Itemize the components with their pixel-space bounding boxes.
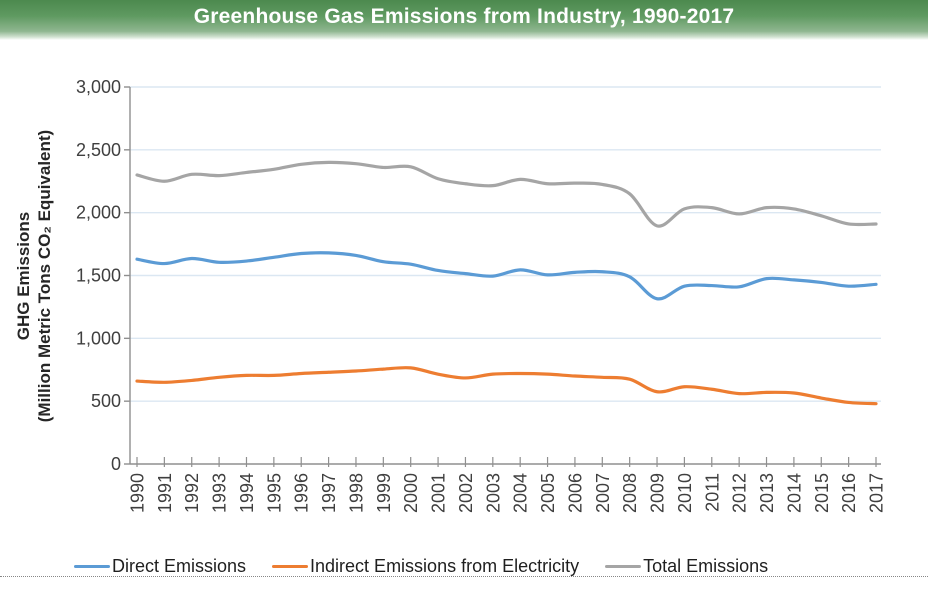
y-tick-label: 1,000: [76, 328, 121, 348]
y-axis-ticks: 0 500 1,000 1,500 2,000 2,500 3,000: [76, 77, 130, 474]
x-tick-label: 1996: [292, 473, 312, 513]
legend-label-indirect-emissions-from-electricity: Indirect Emissions from Electricity: [310, 555, 580, 576]
x-tick-label: 2012: [730, 473, 750, 513]
legend-swatch-total-emissions: [605, 564, 642, 568]
legend-item-indirect-emissions-from-electricity: Indirect Emissions from Electricity: [272, 556, 579, 577]
x-tick-label: 2007: [593, 473, 613, 513]
y-tick-label: 2,500: [76, 140, 121, 160]
x-tick-label: 1993: [210, 473, 230, 513]
x-tick-label: 2008: [620, 473, 640, 513]
series-line-total-emissions: [135, 160, 878, 228]
x-tick-label: 1999: [374, 473, 394, 513]
series-line-direct-emissions: [135, 251, 878, 301]
x-tick-label: 2011: [702, 473, 722, 512]
legend-label-total-emissions: Total Emissions: [643, 555, 769, 576]
x-tick-label: 1994: [237, 473, 257, 513]
x-tick-label: 2017: [867, 473, 887, 513]
y-axis-title: GHG Emissions (Million Metric Tons CO₂ E…: [11, 61, 57, 491]
x-tick-label: 1995: [264, 473, 284, 513]
x-tick-label: 1997: [319, 473, 339, 513]
x-tick-label: 2010: [675, 473, 695, 513]
x-tick-label: 2000: [401, 473, 421, 513]
legend-swatch-indirect-emissions-from-electricity: [272, 564, 309, 568]
chart-legend: Direct Emissions Indirect Emissions from …: [74, 553, 768, 579]
x-tick-label: 2002: [456, 473, 476, 513]
series-line-indirect-emissions-from-electricity: [135, 366, 878, 406]
y-tick-label: 500: [91, 391, 121, 411]
y-tick-label: 2,000: [76, 203, 121, 223]
legend-item-direct-emissions: Direct Emissions: [74, 556, 246, 577]
x-tick-label: 1991: [155, 473, 175, 513]
chart-title-bar: Greenhouse Gas Emissions from Industry, …: [0, 0, 928, 40]
y-axis-title-line1: GHG Emissions: [14, 211, 33, 341]
x-tick-label: 1990: [128, 473, 148, 513]
x-tick-label: 2003: [483, 473, 503, 513]
y-tick-label: 1,500: [76, 266, 121, 286]
x-tick-label: 1992: [182, 473, 202, 513]
gridlines: [130, 86, 881, 402]
legend-swatch-direct-emissions: [74, 564, 110, 568]
x-tick-label: 2004: [511, 473, 531, 513]
x-tick-label: 1998: [346, 473, 366, 513]
x-tick-label: 2006: [565, 473, 585, 513]
legend-label-direct-emissions: Direct Emissions: [112, 555, 247, 576]
x-tick-label: 2001: [429, 473, 449, 513]
x-tick-label: 2016: [839, 473, 859, 513]
x-tick-label: 2005: [538, 473, 558, 513]
series-lines: [135, 160, 878, 406]
y-axis-title-line2: (Million Metric Tons CO₂ Equivalent): [35, 129, 54, 423]
legend-item-total-emissions: Total Emissions: [605, 556, 768, 577]
y-tick-label: 0: [111, 454, 121, 474]
x-tick-label: 2013: [757, 473, 777, 513]
x-tick-label: 2014: [784, 473, 804, 513]
x-tick-label: 2009: [648, 473, 668, 513]
x-axis-ticks: 1990 1991 1992 1993 1994 1995 1996 1997 1998 1999…: [128, 457, 887, 513]
y-tick-label: 3,000: [76, 77, 121, 97]
bottom-dotted-divider: [0, 576, 928, 577]
chart-title: Greenhouse Gas Emissions from Industry, …: [193, 5, 735, 28]
x-tick-label: 2015: [812, 473, 832, 513]
